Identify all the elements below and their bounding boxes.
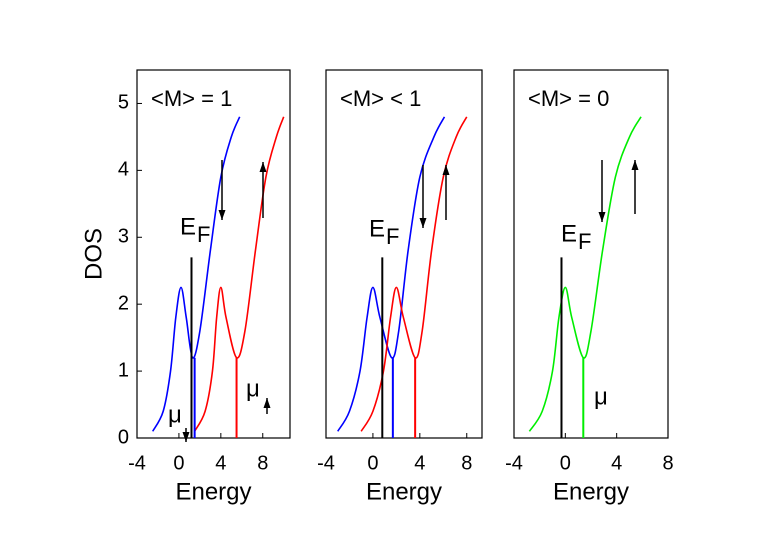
y-tick-label: 1 bbox=[118, 359, 129, 381]
annotation: E bbox=[561, 220, 577, 247]
annotation: μ bbox=[594, 383, 608, 410]
plot-frame bbox=[325, 69, 483, 439]
annotation: F bbox=[386, 224, 399, 249]
x-tick-label: -4 bbox=[505, 452, 523, 474]
x-tick-label: 0 bbox=[560, 452, 571, 474]
dos-curve bbox=[528, 116, 642, 432]
x-tick-label: 8 bbox=[461, 452, 472, 474]
annotation: F bbox=[578, 229, 591, 254]
dos-curve bbox=[193, 116, 285, 432]
x-axis-label: Energy bbox=[366, 478, 442, 505]
y-tick-label: 3 bbox=[118, 226, 129, 248]
annotation: F bbox=[197, 222, 210, 247]
y-tick-label: 2 bbox=[118, 292, 129, 314]
panel-title: <M> = 0 bbox=[528, 86, 609, 111]
arrow-head bbox=[218, 210, 226, 220]
arrow-head bbox=[631, 160, 639, 170]
y-tick-label: 5 bbox=[118, 92, 129, 114]
arrow-head bbox=[182, 432, 190, 442]
annotation: E bbox=[369, 215, 385, 242]
x-tick-label: -4 bbox=[128, 452, 146, 474]
annotation: μ bbox=[168, 401, 182, 428]
y-axis-label: DOS bbox=[80, 228, 107, 280]
dos-curve bbox=[360, 116, 468, 432]
x-tick-label: 8 bbox=[257, 452, 268, 474]
x-tick-label: 4 bbox=[611, 452, 622, 474]
arrow-head bbox=[598, 212, 606, 222]
panel-title: <M> < 1 bbox=[340, 86, 421, 111]
plot-frame bbox=[136, 69, 291, 439]
x-tick-label: -4 bbox=[317, 452, 335, 474]
x-tick-label: 0 bbox=[367, 452, 378, 474]
dos-curve bbox=[152, 116, 241, 432]
y-tick-label: 0 bbox=[118, 426, 129, 448]
x-axis-label: Energy bbox=[553, 478, 629, 505]
arrow-head bbox=[259, 162, 267, 172]
panel-title: <M> = 1 bbox=[151, 86, 232, 111]
annotation: μ bbox=[246, 375, 260, 402]
x-tick-label: 0 bbox=[173, 452, 184, 474]
x-tick-label: 4 bbox=[215, 452, 226, 474]
annotation: E bbox=[180, 213, 196, 240]
arrow-head bbox=[419, 218, 427, 228]
arrow-head bbox=[263, 398, 271, 408]
arrow-head bbox=[442, 165, 450, 175]
plot-frame bbox=[513, 69, 669, 439]
y-tick-label: 4 bbox=[118, 159, 129, 181]
x-tick-label: 4 bbox=[414, 452, 425, 474]
x-tick-label: 8 bbox=[662, 452, 673, 474]
x-axis-label: Energy bbox=[175, 478, 251, 505]
